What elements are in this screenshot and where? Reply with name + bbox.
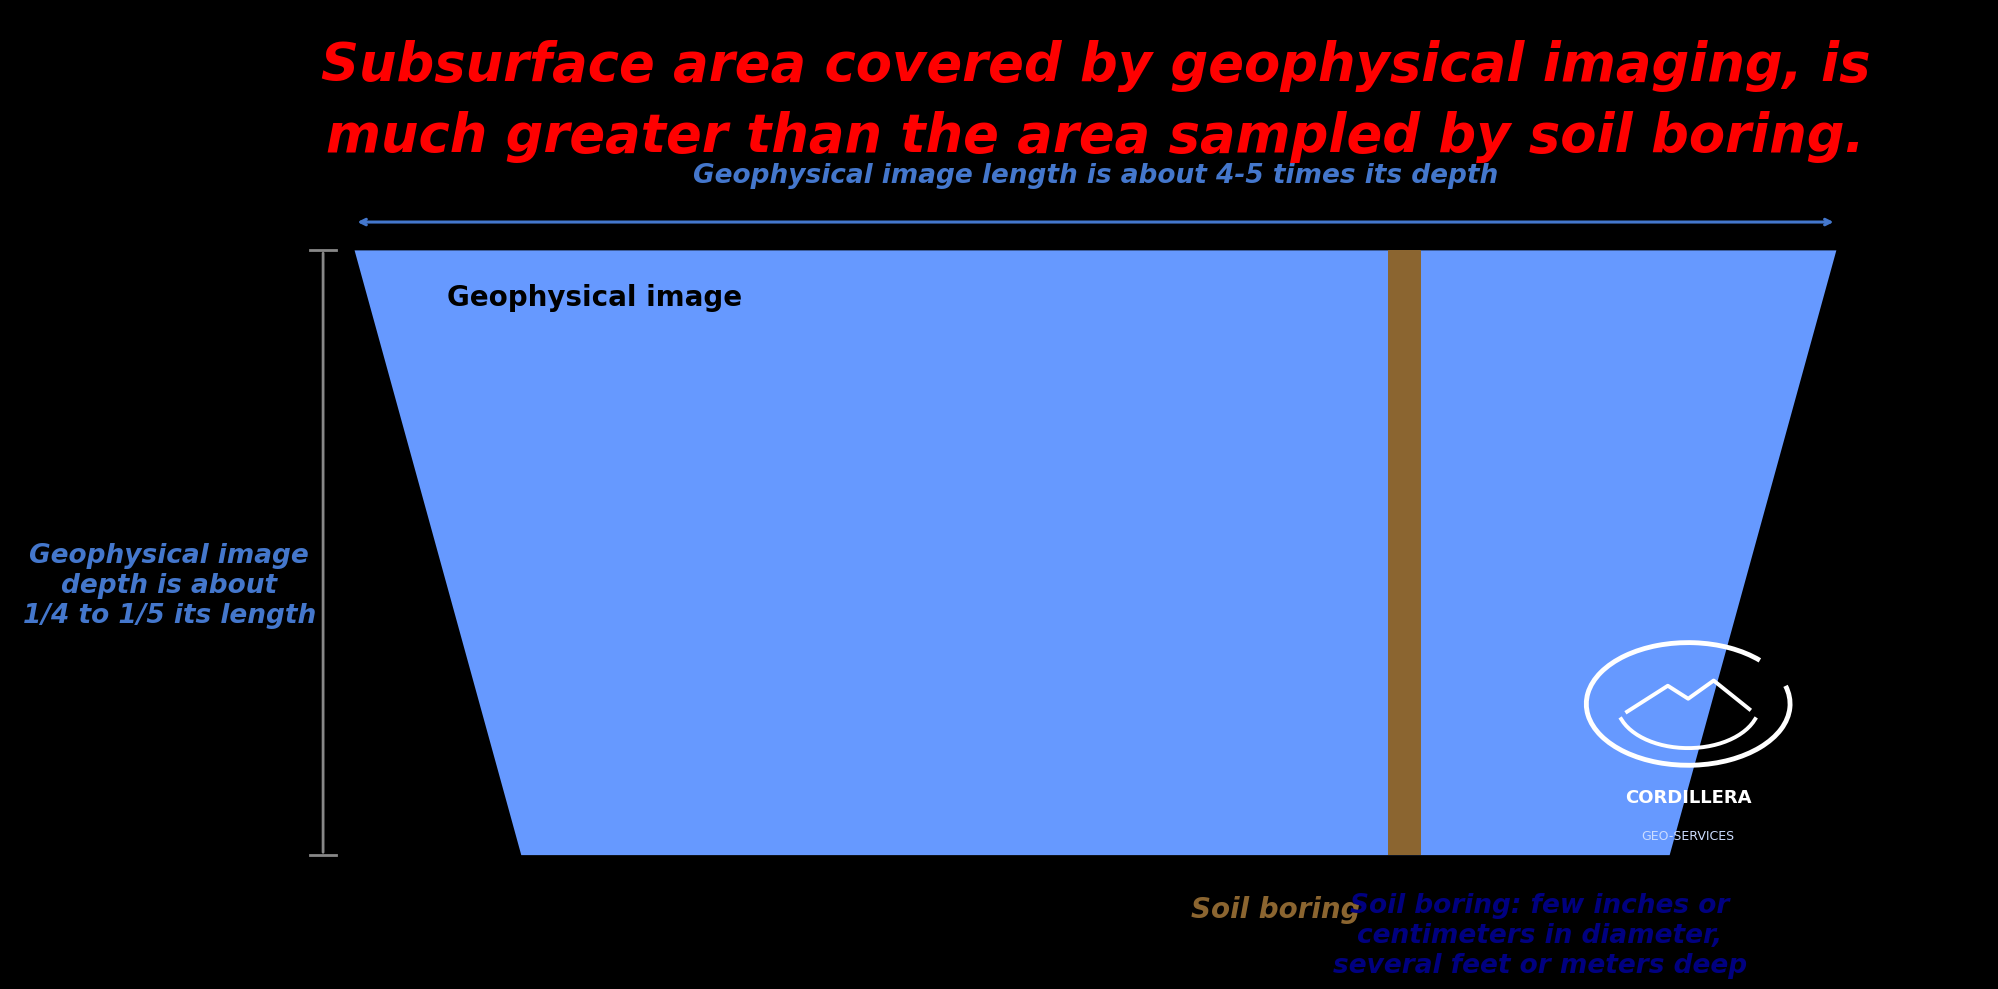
- Text: Geophysical image
depth is about
1/4 to 1/5 its length: Geophysical image depth is about 1/4 to …: [22, 543, 316, 629]
- Bar: [1387, 250, 1421, 855]
- Text: Soil boring: few inches or
centimeters in diameter,
several feet or meters deep: Soil boring: few inches or centimeters i…: [1333, 893, 1746, 979]
- Text: GEO-SERVICES: GEO-SERVICES: [1640, 830, 1734, 843]
- Text: CORDILLERA: CORDILLERA: [1624, 789, 1750, 807]
- Polygon shape: [354, 250, 1836, 855]
- Text: Subsurface area covered by geophysical imaging, is: Subsurface area covered by geophysical i…: [320, 41, 1870, 92]
- Text: Geophysical image: Geophysical image: [448, 284, 741, 312]
- Text: Geophysical image length is about 4-5 times its depth: Geophysical image length is about 4-5 ti…: [693, 163, 1497, 189]
- Text: much greater than the area sampled by soil boring.: much greater than the area sampled by so…: [326, 111, 1864, 163]
- Text: Soil boring: Soil boring: [1191, 896, 1361, 924]
